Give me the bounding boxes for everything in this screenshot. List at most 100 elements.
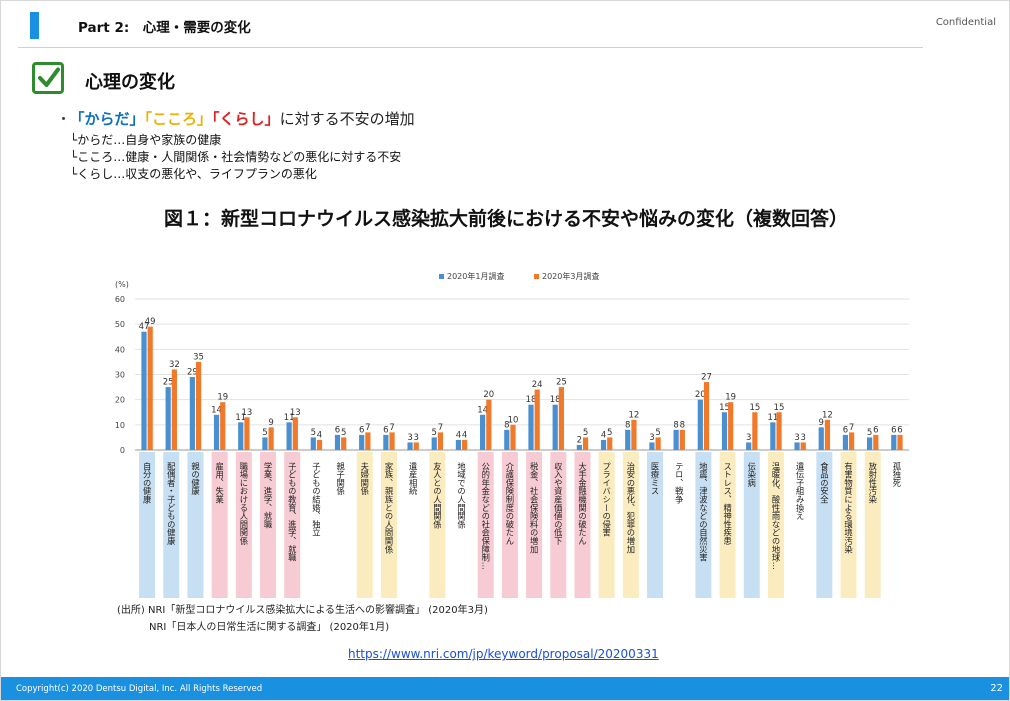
x-tick-label: 有害物質による環境汚染 xyxy=(844,461,854,554)
data-label: 20 xyxy=(483,390,494,400)
data-label: 24 xyxy=(532,380,543,390)
bar xyxy=(244,417,250,450)
bar xyxy=(171,369,177,450)
category-band xyxy=(429,452,446,598)
sub-item-kokoro: └こころ…健康・人間関係・社会情勢などの悪化に対する不安 xyxy=(70,150,402,164)
data-label: 3 xyxy=(649,433,654,443)
bar xyxy=(528,404,534,450)
x-tick-label: プライバシーの侵害 xyxy=(602,462,612,538)
data-label: 4 xyxy=(456,430,461,440)
data-label: 12 xyxy=(629,410,640,420)
confidential-label: Confidential xyxy=(935,17,996,28)
data-label: 5 xyxy=(583,428,588,438)
category-band xyxy=(598,452,615,598)
data-label: 25 xyxy=(556,378,567,388)
bar xyxy=(359,434,365,450)
x-tick-label: 公的年金などの社会保障制… xyxy=(481,462,491,570)
x-tick-label: 家族、親族との人間関係 xyxy=(384,461,394,554)
bar xyxy=(600,439,607,450)
data-label: 11 xyxy=(767,413,778,423)
x-tick-label: 子どもの結婚、独立 xyxy=(311,462,321,537)
data-label: 6 xyxy=(873,425,878,435)
category-band xyxy=(501,452,518,598)
x-tick-label: 自分の健康 xyxy=(142,461,152,503)
x-tick-label: テロ、戦争 xyxy=(674,462,684,505)
bar xyxy=(316,439,323,450)
x-tick-label: ストレス、精神性疾患 xyxy=(723,462,733,545)
data-label: 6 xyxy=(843,425,848,435)
data-label: 7 xyxy=(438,423,443,433)
bar xyxy=(480,414,486,450)
x-tick-label: 介護保険制度の破たん xyxy=(505,462,515,545)
x-tick-label: 友人との人間関係 xyxy=(432,461,442,529)
bar xyxy=(213,414,220,450)
x-tick-label: 地域での人間関係 xyxy=(457,461,467,529)
sub-item-kurashi: └くらし…収支の悪化や、ライフプランの悪化 xyxy=(70,167,317,181)
bar xyxy=(292,417,298,450)
category-band xyxy=(840,452,857,598)
legend-swatch xyxy=(534,274,539,279)
keyword-kurashi: 「くらし」 xyxy=(212,110,280,128)
data-label: 15 xyxy=(774,403,785,413)
bar xyxy=(455,439,462,450)
bar xyxy=(389,432,395,450)
category-band xyxy=(864,452,881,598)
checkmark-icon xyxy=(32,62,64,94)
data-label: 5 xyxy=(655,428,660,438)
bar xyxy=(220,402,226,450)
data-label: 9 xyxy=(819,418,824,428)
bar xyxy=(576,444,582,450)
data-label: 3 xyxy=(746,433,751,443)
bar xyxy=(776,412,782,450)
data-label: 18 xyxy=(550,395,561,405)
data-label: 29 xyxy=(187,368,198,378)
y-tick-label: 60 xyxy=(115,295,125,304)
bar xyxy=(582,437,589,450)
bar xyxy=(655,437,661,450)
bar xyxy=(407,442,413,450)
bar xyxy=(504,429,510,450)
category-band xyxy=(647,452,664,598)
bar xyxy=(534,389,540,450)
x-tick-label: 配偶者・子どもの健康 xyxy=(166,462,176,545)
x-tick-label: 収入や資産価値の低下 xyxy=(553,461,563,546)
data-label: 6 xyxy=(335,425,340,435)
data-label: 5 xyxy=(311,428,316,438)
category-band xyxy=(356,452,373,598)
data-label: 5 xyxy=(867,428,872,438)
y-tick-label: 10 xyxy=(115,421,125,430)
data-label: 3 xyxy=(801,433,806,443)
data-label: 14 xyxy=(477,405,488,415)
data-label: 4 xyxy=(601,430,606,440)
data-label: 15 xyxy=(719,403,730,413)
x-tick-label: 税金、社会保険料の増加 xyxy=(529,461,539,554)
x-tick-label: 遺産相続 xyxy=(408,461,418,496)
data-label: 3 xyxy=(407,433,412,443)
x-tick-label: 放射性汚染 xyxy=(868,461,878,504)
source-link[interactable]: https://www.nri.com/jp/keyword/proposal/… xyxy=(348,647,659,661)
x-tick-label: 親子関係 xyxy=(336,461,346,496)
bar xyxy=(437,432,444,450)
data-label: 8 xyxy=(504,420,509,430)
bar xyxy=(770,422,776,450)
y-tick-label: 0 xyxy=(120,446,125,455)
category-band xyxy=(211,452,228,598)
bar xyxy=(310,437,316,450)
data-label: 4 xyxy=(317,430,322,440)
x-tick-label: 学業、進学、就職 xyxy=(263,461,273,529)
data-label: 8 xyxy=(680,420,685,430)
source-line-2: NRI「日本人の日常生活に関する調査」 (2020年1月) xyxy=(149,622,390,633)
bar xyxy=(383,434,389,450)
bar xyxy=(746,442,752,450)
data-label: 3 xyxy=(414,433,419,443)
bar xyxy=(849,432,855,450)
footer-bar: Copyright(c) 2020 Dentsu Digital, Inc. A… xyxy=(1,677,1009,700)
bar xyxy=(842,434,849,450)
x-tick-label: 遺伝子組み換え xyxy=(795,461,805,520)
category-band xyxy=(284,452,301,598)
bar xyxy=(189,377,195,450)
bar xyxy=(552,404,558,450)
bar xyxy=(486,399,492,450)
x-tick-label: 子どもの教育、進学、就職 xyxy=(287,462,297,563)
